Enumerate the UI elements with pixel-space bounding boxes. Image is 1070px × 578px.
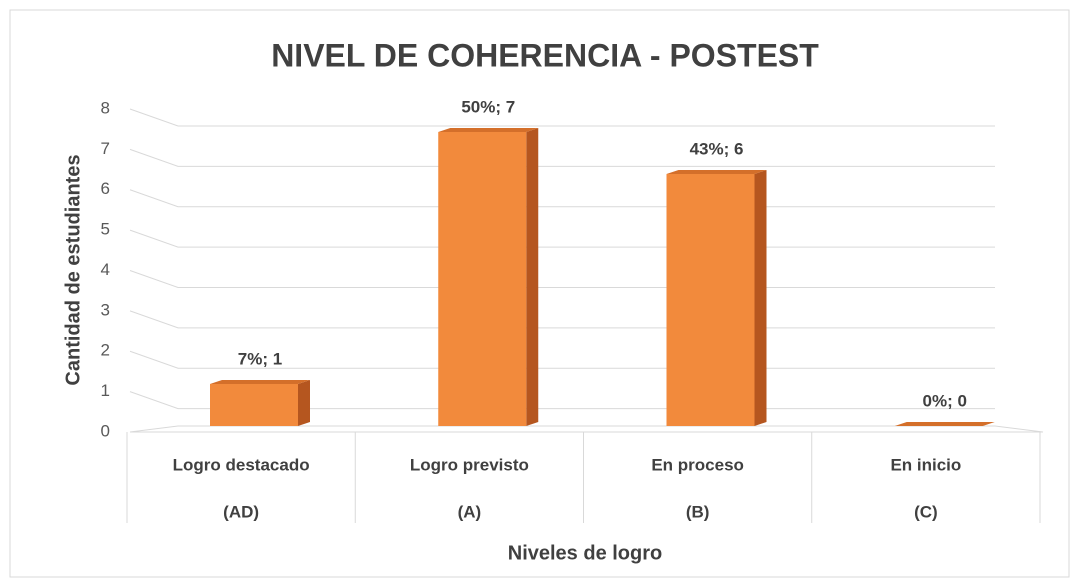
bar-side bbox=[754, 170, 767, 426]
bar-side bbox=[298, 380, 310, 426]
y-tick-label: 1 bbox=[101, 381, 110, 400]
y-tick-label: 3 bbox=[101, 300, 110, 319]
bar bbox=[666, 174, 755, 426]
x-tick-label: (C) bbox=[914, 502, 938, 521]
y-tick-label: 7 bbox=[101, 139, 110, 158]
bar-top bbox=[210, 380, 310, 384]
y-tick-label: 5 bbox=[101, 220, 110, 239]
bar-top bbox=[666, 170, 767, 174]
y-tick-label: 2 bbox=[101, 341, 110, 360]
grid-line bbox=[129, 148, 995, 167]
value-label: 43%; 6 bbox=[690, 139, 744, 158]
bar bbox=[438, 132, 527, 426]
x-tick-label: (A) bbox=[458, 502, 482, 521]
x-tick-label: En proceso bbox=[651, 455, 744, 474]
x-tick-label: Logro previsto bbox=[410, 455, 529, 474]
value-label: 50%; 7 bbox=[461, 97, 515, 116]
floor bbox=[129, 425, 1044, 433]
x-tick-label: Logro destacado bbox=[173, 455, 310, 474]
y-tick-label: 0 bbox=[101, 421, 110, 440]
chart-border bbox=[9, 9, 1070, 578]
value-label: 0%; 0 bbox=[923, 391, 967, 410]
value-label: 7%; 1 bbox=[238, 349, 282, 368]
y-tick-label: 8 bbox=[101, 98, 110, 117]
bar-top bbox=[894, 422, 995, 426]
chart-title: NIVEL DE COHERENCIA - POSTEST bbox=[271, 37, 819, 73]
bar-side bbox=[526, 128, 539, 426]
grid-line bbox=[129, 108, 995, 127]
y-tick-label: 6 bbox=[101, 179, 110, 198]
y-axis-title: Cantidad de estudiantes bbox=[62, 154, 84, 385]
y-tick-label: 4 bbox=[101, 260, 110, 279]
bar bbox=[210, 384, 298, 426]
x-axis-title: Niveles de logro bbox=[508, 542, 663, 564]
bar-top bbox=[438, 128, 539, 132]
x-tick-label: En inicio bbox=[890, 455, 961, 474]
x-tick-label: (AD) bbox=[223, 502, 259, 521]
x-tick-label: (B) bbox=[686, 502, 710, 521]
